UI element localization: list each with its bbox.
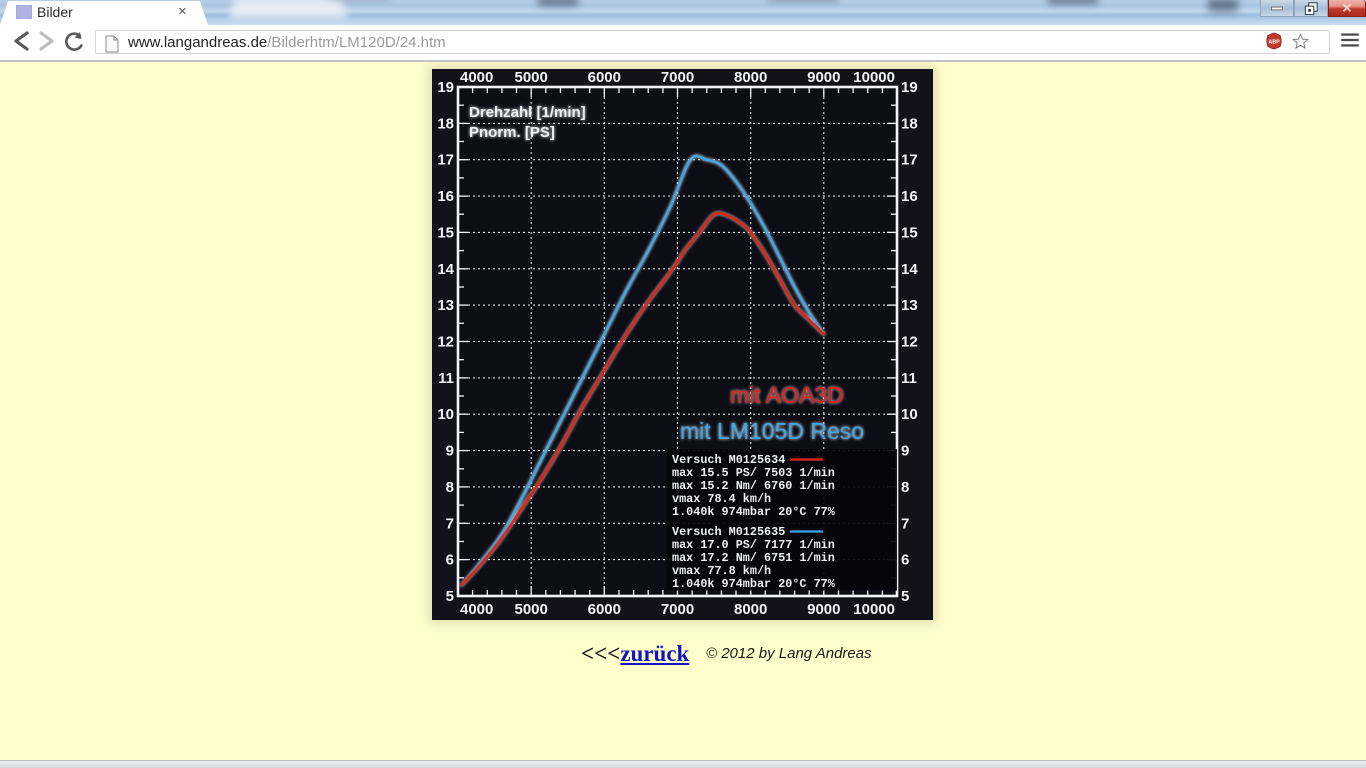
svg-text:5: 5 <box>901 588 909 605</box>
svg-text:ABP: ABP <box>1268 39 1280 45</box>
svg-text:6000: 6000 <box>588 69 621 86</box>
svg-text:✕: ✕ <box>1341 1 1352 16</box>
svg-text:15: 15 <box>901 224 918 241</box>
svg-text:4000: 4000 <box>460 601 493 618</box>
svg-text:18: 18 <box>437 115 454 132</box>
svg-text:17: 17 <box>901 152 918 169</box>
svg-text:max 15.5 PS/ 7503 1/min: max 15.5 PS/ 7503 1/min <box>672 466 835 480</box>
svg-text:max 17.2 Nm/ 6751 1/min: max 17.2 Nm/ 6751 1/min <box>672 551 835 565</box>
svg-text:11: 11 <box>901 370 917 387</box>
svg-text:5: 5 <box>446 588 454 605</box>
svg-text:10: 10 <box>901 406 918 423</box>
svg-text:1.040k 974mbar 20°C 77%: 1.040k 974mbar 20°C 77% <box>672 577 836 591</box>
svg-text:13: 13 <box>437 297 454 314</box>
svg-text:7: 7 <box>446 515 454 532</box>
svg-text:max 17.0 PS/ 7177 1/min: max 17.0 PS/ 7177 1/min <box>672 538 835 552</box>
svg-text:mit LM105D Reso: mit LM105D Reso <box>680 418 864 444</box>
svg-text:15: 15 <box>437 224 454 241</box>
svg-text:5000: 5000 <box>515 69 548 86</box>
svg-text:16: 16 <box>437 188 454 205</box>
svg-text:Versuch M0125635: Versuch M0125635 <box>672 525 785 539</box>
svg-text:9: 9 <box>446 443 454 460</box>
svg-text:7: 7 <box>901 515 909 532</box>
svg-text:mit AOA3D: mit AOA3D <box>730 382 844 408</box>
svg-text:9000: 9000 <box>807 601 840 618</box>
svg-text:4000: 4000 <box>460 69 493 86</box>
svg-text:10000: 10000 <box>853 601 895 618</box>
svg-text:14: 14 <box>901 261 918 278</box>
svg-text:8: 8 <box>901 479 909 496</box>
svg-text:Drehzahl [1/min]: Drehzahl [1/min] <box>469 104 586 121</box>
svg-text:13: 13 <box>901 297 918 314</box>
svg-text:8: 8 <box>446 479 454 496</box>
svg-text:5000: 5000 <box>515 601 548 618</box>
svg-text:1.040k 974mbar 20°C 77%: 1.040k 974mbar 20°C 77% <box>672 505 836 519</box>
svg-text:12: 12 <box>901 334 918 351</box>
svg-text:19: 19 <box>901 79 918 96</box>
svg-text:6000: 6000 <box>588 601 621 618</box>
svg-text:7000: 7000 <box>661 69 694 86</box>
svg-text:9000: 9000 <box>807 69 840 86</box>
svg-text:18: 18 <box>901 115 918 132</box>
svg-text:9: 9 <box>901 443 909 460</box>
svg-text:10: 10 <box>437 406 454 423</box>
svg-text:vmax 78.4 km/h: vmax 78.4 km/h <box>672 492 771 506</box>
svg-text:17: 17 <box>437 152 454 169</box>
svg-text:12: 12 <box>437 334 454 351</box>
svg-text:16: 16 <box>901 188 918 205</box>
svg-text:8000: 8000 <box>734 601 767 618</box>
svg-text:vmax 77.8 km/h: vmax 77.8 km/h <box>672 564 771 578</box>
svg-text:Pnorm. [PS]: Pnorm. [PS] <box>469 124 555 141</box>
svg-text:14: 14 <box>437 261 454 278</box>
svg-text:19: 19 <box>437 79 454 96</box>
svg-text:10000: 10000 <box>853 69 895 86</box>
svg-text:Versuch M0125634: Versuch M0125634 <box>672 453 785 467</box>
svg-text:7000: 7000 <box>661 601 694 618</box>
svg-text:6: 6 <box>901 552 909 569</box>
svg-text:max 15.2 Nm/ 6760 1/min: max 15.2 Nm/ 6760 1/min <box>672 479 835 493</box>
svg-text:8000: 8000 <box>734 69 767 86</box>
svg-text:11: 11 <box>438 370 454 387</box>
svg-text:6: 6 <box>446 552 454 569</box>
